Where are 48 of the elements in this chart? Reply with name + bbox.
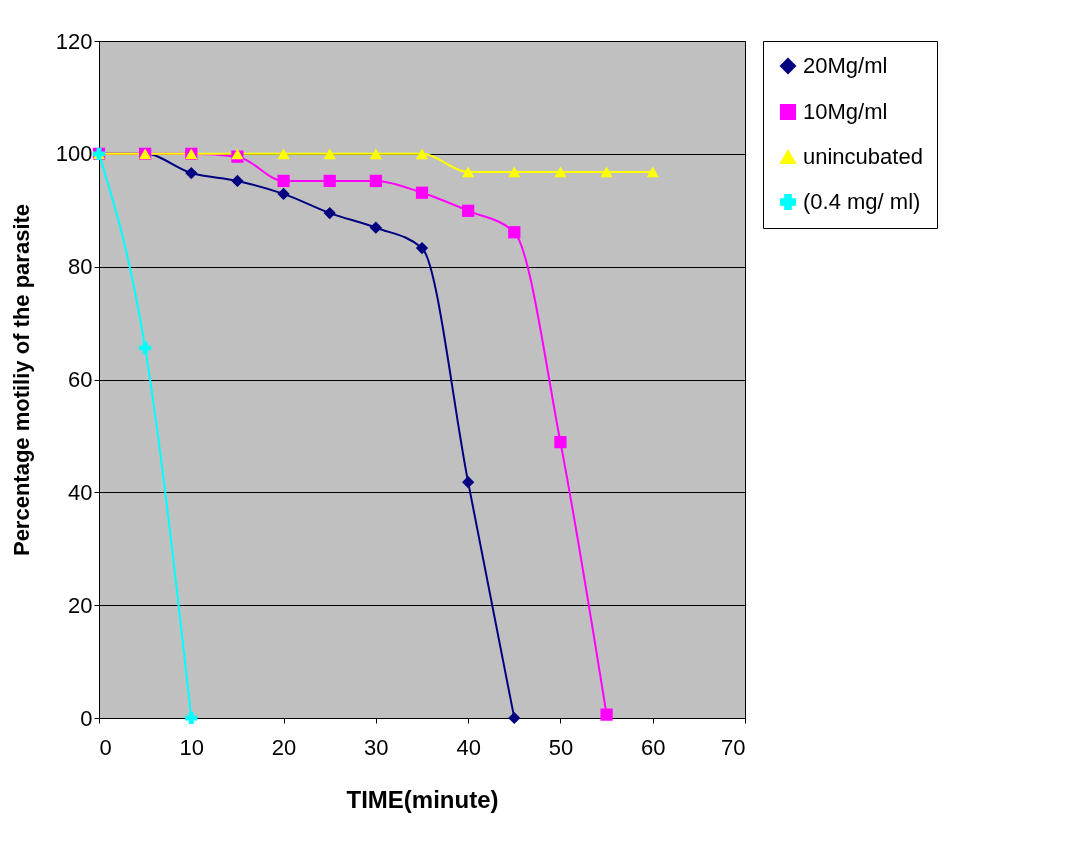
- point: [462, 476, 475, 489]
- y-tick-label: 40: [68, 479, 93, 505]
- point: [277, 148, 290, 160]
- y-tick-label: 120: [55, 28, 93, 54]
- point: [415, 186, 429, 199]
- point: [600, 166, 613, 178]
- point: [462, 166, 475, 178]
- point: [323, 174, 336, 188]
- y-tick-label: 100: [55, 141, 93, 167]
- point: [369, 174, 382, 188]
- x-tick-label: 60: [640, 734, 666, 760]
- point: [600, 708, 613, 721]
- point: [277, 174, 290, 188]
- point: [185, 166, 198, 180]
- x-tick-label: 40: [456, 734, 481, 760]
- y-tick-label: 0: [80, 705, 93, 731]
- point: [185, 711, 198, 725]
- point: [231, 174, 244, 188]
- x-tick-label: 50: [548, 734, 574, 760]
- y-tick-label: 20: [68, 592, 93, 618]
- point: [415, 148, 429, 160]
- x-axis-title: TIME(minute): [346, 785, 499, 813]
- legend-label: 20Mg/ml: [803, 53, 888, 78]
- y-tick-label: 60: [68, 367, 93, 392]
- point: [508, 711, 521, 725]
- x-tick-label: 70: [721, 734, 746, 760]
- x-tick-label: 10: [179, 734, 205, 760]
- point: [646, 166, 659, 178]
- point: [462, 204, 475, 217]
- point: [554, 436, 567, 449]
- legend-label: (0.4 mg/ ml): [803, 189, 921, 214]
- x-tick-label: 30: [364, 734, 389, 760]
- point: [369, 221, 382, 234]
- legend-label: 10Mg/ml: [803, 99, 888, 124]
- x-tick-label: 20: [271, 734, 297, 760]
- x-tick-label: 0: [99, 734, 112, 760]
- point: [554, 166, 567, 178]
- point: [415, 241, 429, 255]
- point: [369, 148, 382, 160]
- point: [277, 187, 290, 201]
- point: [323, 148, 336, 160]
- legend-label: unincubated: [803, 144, 923, 169]
- y-tick-label: 80: [68, 254, 93, 280]
- point: [323, 206, 336, 220]
- point: [508, 226, 521, 239]
- y-axis-title: Percentage motiliy of the parasite: [8, 203, 34, 557]
- point: [508, 166, 521, 178]
- point: [139, 341, 152, 355]
